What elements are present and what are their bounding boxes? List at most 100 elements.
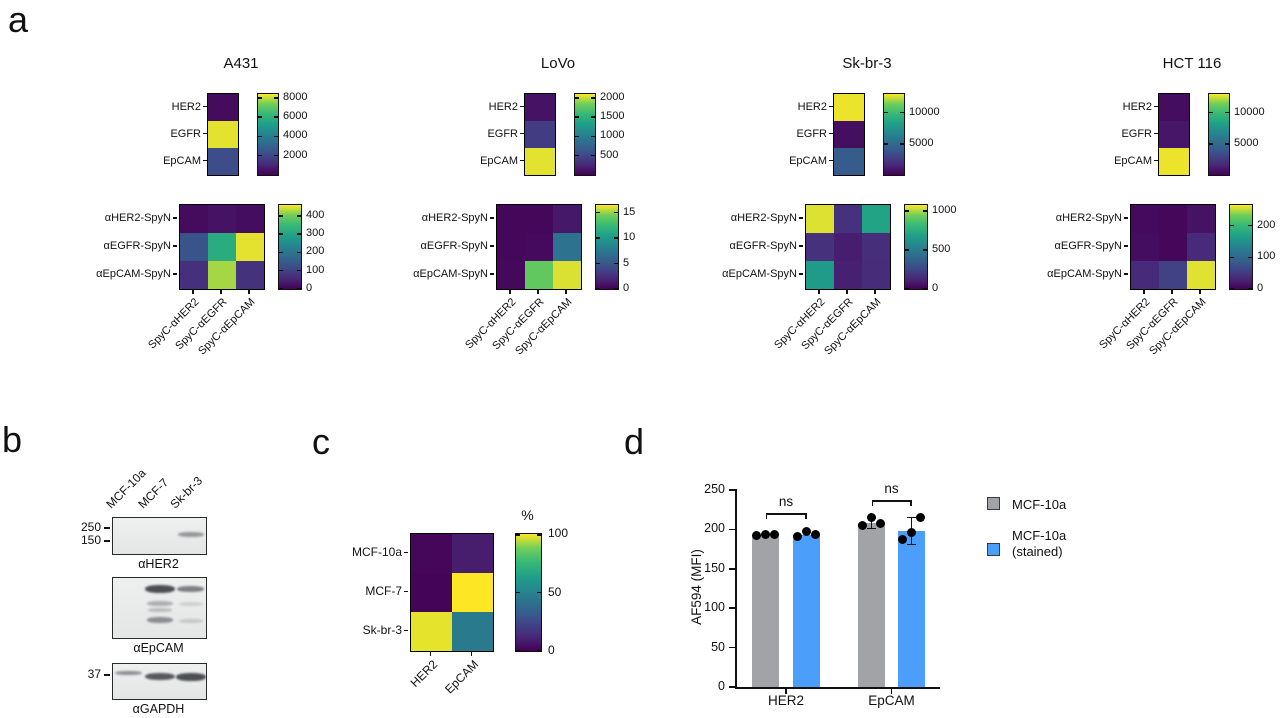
staining-colorbar-tick-label: 0 bbox=[548, 643, 555, 657]
crosslink-colorbar-tick-label: 400 bbox=[306, 208, 325, 221]
receptor-colorbar-tick-label: 5000 bbox=[1234, 136, 1259, 149]
crosslink-heatmap-cell bbox=[497, 205, 525, 233]
crosslink-heatmap-cell bbox=[553, 233, 581, 261]
staining-colorbar-tick-label: 50 bbox=[548, 584, 562, 599]
receptor-colorbar-tick-label: 2000 bbox=[600, 90, 625, 103]
blot-antibody-label: αEpCAM bbox=[133, 641, 184, 655]
crosslink-row-label: αEpCAM-SpyN bbox=[413, 268, 488, 280]
staining-heatmap-cell bbox=[452, 612, 493, 651]
crosslink-heatmap-cell bbox=[180, 205, 208, 233]
crosslink-colorbar-tick-label: 0 bbox=[306, 282, 313, 294]
receptor-row-label-tick bbox=[520, 105, 524, 108]
legend-swatch bbox=[987, 497, 1000, 510]
crosslink-col-label-tick bbox=[220, 289, 222, 294]
crosslink-row-label-tick bbox=[490, 273, 494, 275]
crosslink-colorbar bbox=[278, 204, 302, 290]
receptor-mfi-heatmap-cell bbox=[1159, 121, 1189, 148]
crosslink-col-label-tick bbox=[1143, 289, 1145, 294]
receptor-mfi-heatmap-cell bbox=[208, 94, 238, 121]
data-point bbox=[802, 527, 811, 537]
receptor-colorbar-tick bbox=[575, 97, 579, 99]
staining-colorbar-tick bbox=[537, 649, 541, 651]
blot-band bbox=[144, 673, 175, 681]
crosslink-colorbar-tick bbox=[279, 233, 283, 235]
blot-image bbox=[112, 663, 207, 700]
staining-colorbar-tick bbox=[516, 534, 520, 536]
receptor-mfi-heatmap-cell bbox=[834, 148, 864, 175]
receptor-row-label: HER2 bbox=[797, 100, 827, 113]
crosslink-row-label-tick bbox=[1124, 217, 1128, 219]
receptor-colorbar-tick bbox=[900, 143, 904, 145]
crosslink-colorbar-tick bbox=[1248, 224, 1252, 227]
receptor-mfi-heatmap-cell bbox=[525, 148, 555, 175]
crosslink-heatmap-cell bbox=[1131, 261, 1159, 289]
data-point bbox=[867, 513, 876, 523]
blot-band bbox=[146, 600, 173, 606]
receptor-colorbar bbox=[257, 93, 279, 176]
crosslink-heatmap-cell bbox=[553, 261, 581, 289]
receptor-colorbar-tick bbox=[1225, 111, 1229, 114]
crosslink-row-label: αEGFR-SpyN bbox=[420, 240, 488, 252]
crosslink-colorbar-tick bbox=[614, 237, 618, 239]
crosslink-heatmap-cell bbox=[553, 205, 581, 233]
receptor-mfi-heatmap-cell bbox=[208, 148, 238, 175]
crosslink-row-label-tick bbox=[799, 273, 803, 275]
receptor-colorbar-tick bbox=[258, 154, 262, 157]
crosslink-col-label-tick bbox=[1199, 289, 1201, 294]
crosslink-heatmap-cell bbox=[525, 233, 553, 261]
data-point bbox=[770, 530, 779, 540]
sig-bracket bbox=[871, 500, 912, 502]
staining-col-label-tick bbox=[429, 651, 432, 656]
data-point bbox=[761, 529, 770, 539]
crosslink-colorbar-tick bbox=[905, 210, 909, 212]
blot-antibody-label: αHER2 bbox=[138, 557, 179, 571]
crosslink-heatmap-cell bbox=[834, 205, 862, 233]
receptor-colorbar-tick bbox=[258, 116, 262, 118]
crosslink-row-label: αEpCAM-SpyN bbox=[96, 268, 171, 280]
crosslink-colorbar bbox=[1229, 204, 1253, 290]
receptor-row-label: HER2 bbox=[1122, 100, 1152, 113]
y-axis-tick-label: 0 bbox=[718, 679, 725, 693]
crosslink-colorbar-tick bbox=[1230, 224, 1234, 227]
crosslink-colorbar-tick bbox=[614, 287, 618, 289]
y-axis-tick-label: 150 bbox=[704, 560, 725, 575]
panel-a-heatmap-grid: A431 HER2 EGFR EpCAM 8000 6000 4000 2000 αHER2-S… bbox=[96, 56, 1275, 357]
receptor-colorbar bbox=[574, 93, 596, 176]
receptor-row-label-tick bbox=[829, 159, 833, 162]
sig-bracket-leg bbox=[910, 500, 912, 506]
y-axis-tick bbox=[729, 686, 735, 688]
receptor-mfi-heatmap-cell bbox=[525, 121, 555, 148]
crosslink-row-label: αHER2-SpyN bbox=[1055, 212, 1122, 224]
crosslink-row-label: αHER2-SpyN bbox=[730, 212, 797, 224]
receptor-colorbar-tick-label: 4000 bbox=[283, 129, 308, 142]
receptor-colorbar-tick bbox=[884, 143, 888, 145]
crosslink-heatmap-cell bbox=[208, 261, 236, 289]
crosslink-colorbar-tick-label: 100 bbox=[306, 263, 325, 276]
receptor-mfi-heatmap-cell bbox=[834, 94, 864, 121]
y-axis-tick bbox=[729, 568, 735, 570]
receptor-row-label-tick bbox=[520, 159, 524, 162]
bar bbox=[793, 534, 820, 687]
crosslink-colorbar-tick bbox=[297, 287, 301, 289]
crosslink-heatmap-cell bbox=[862, 205, 890, 233]
sig-label: ns bbox=[778, 494, 794, 509]
crosslink-row-label-tick bbox=[1124, 245, 1128, 247]
mw-marker-tick bbox=[104, 540, 110, 543]
crosslink-colorbar-tick bbox=[297, 269, 301, 272]
crosslink-colorbar-tick-label: 0 bbox=[932, 282, 939, 294]
staining-heatmap-cell bbox=[411, 534, 452, 573]
crosslink-heatmap bbox=[496, 204, 582, 290]
receptor-row-label: EGFR bbox=[170, 127, 201, 140]
receptor-colorbar-tick-label: 1000 bbox=[600, 129, 625, 142]
receptor-row-label: EpCAM bbox=[789, 154, 827, 167]
crosslink-heatmap-cell bbox=[1131, 205, 1159, 233]
receptor-colorbar-tick-label: 1500 bbox=[600, 110, 625, 123]
panel-c-letter: c bbox=[312, 421, 330, 462]
crosslink-col-label-tick bbox=[537, 289, 539, 294]
crosslink-col-label-tick bbox=[874, 289, 876, 294]
crosslink-col-label-tick bbox=[248, 289, 250, 294]
crosslink-colorbar-tick-label: 300 bbox=[306, 227, 325, 240]
bar bbox=[898, 530, 925, 687]
receptor-colorbar-tick bbox=[884, 111, 888, 114]
y-axis-tick bbox=[729, 528, 735, 531]
